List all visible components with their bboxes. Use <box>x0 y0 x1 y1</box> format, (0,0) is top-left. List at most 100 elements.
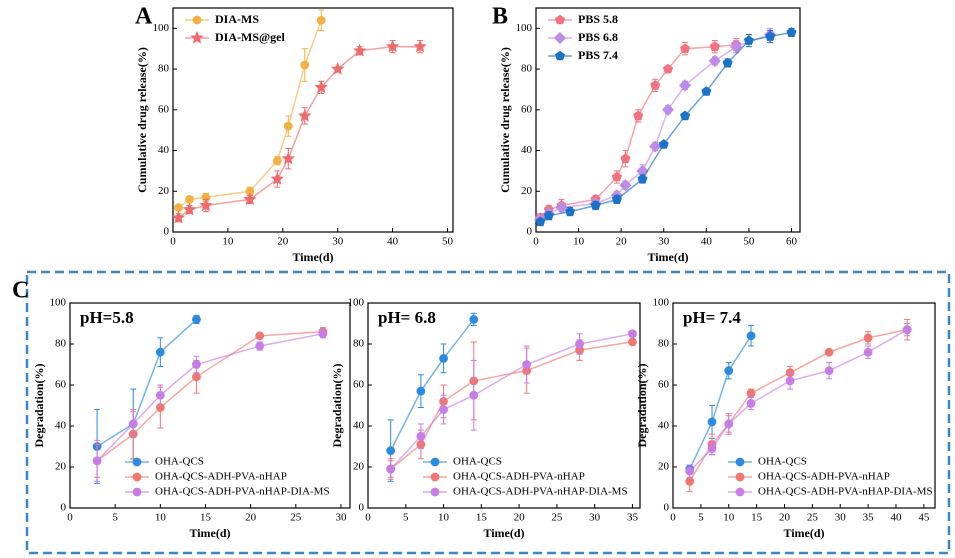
marker <box>298 108 312 122</box>
marker <box>283 121 293 131</box>
y-tick-label: 80 <box>658 338 670 350</box>
x-tick-label: 15 <box>200 512 212 524</box>
legend-label: OHA-QCS-ADH-PVA-nHAP-DIA-MS <box>758 486 933 498</box>
y-tick-label: 0 <box>527 226 533 238</box>
y-tick-label: 100 <box>50 297 67 309</box>
series-line <box>539 43 737 219</box>
legend-marker <box>132 472 142 482</box>
series-line <box>178 45 421 219</box>
y-tick-label: 40 <box>158 144 170 156</box>
marker <box>171 210 186 224</box>
marker <box>439 353 448 363</box>
x-tick-label: 60 <box>786 236 798 248</box>
marker <box>765 31 776 41</box>
marker <box>902 325 912 335</box>
x-tick-label: 35 <box>863 512 875 524</box>
marker <box>680 110 691 121</box>
marker <box>182 202 197 216</box>
marker <box>658 139 669 149</box>
x-tick-label: 0 <box>67 512 73 524</box>
marker <box>785 376 795 386</box>
marker <box>413 39 427 53</box>
y-tick-label: 100 <box>653 297 670 309</box>
x-tick-label: 10 <box>723 512 735 524</box>
y-tick-label: 20 <box>55 461 67 473</box>
marker <box>575 339 584 349</box>
legend-marker <box>735 472 745 482</box>
plot-frame <box>367 302 641 509</box>
x-axis-label: Time(d) <box>783 526 824 540</box>
x-tick-label: 0 <box>670 512 676 524</box>
marker <box>416 431 426 441</box>
marker <box>685 476 695 486</box>
marker <box>863 333 873 343</box>
y-tick-label: 40 <box>353 420 365 432</box>
y-tick-label: 20 <box>158 185 170 197</box>
legend-marker <box>190 30 204 44</box>
y-axis-label: Degradation(%) <box>635 364 649 448</box>
marker <box>535 216 546 227</box>
marker <box>92 456 102 466</box>
x-tick-label: 15 <box>476 512 488 524</box>
legend-marker <box>430 472 440 482</box>
marker <box>863 347 873 357</box>
marker <box>243 192 257 206</box>
marker <box>685 466 695 476</box>
marker <box>331 62 345 75</box>
y-tick-label: 40 <box>658 420 670 432</box>
y-tick-label: 60 <box>55 379 67 391</box>
marker <box>611 194 622 204</box>
x-tick-label: 10 <box>573 236 585 248</box>
y-tick-label: 0 <box>61 502 67 514</box>
marker <box>353 43 367 57</box>
marker <box>680 43 691 53</box>
marker <box>386 446 396 456</box>
marker <box>746 399 756 408</box>
x-tick-label: 10 <box>155 512 167 524</box>
marker <box>611 171 622 182</box>
series-line <box>689 328 908 482</box>
y-axis-label: Cumulative drug release(%) <box>135 47 149 193</box>
marker <box>724 366 734 376</box>
marker <box>637 173 648 184</box>
marker <box>300 60 310 70</box>
plot-frame <box>69 302 351 509</box>
marker <box>746 388 756 398</box>
series-line <box>96 330 323 462</box>
x-axis-label: Time(d) <box>647 250 688 264</box>
legend-marker <box>430 457 440 467</box>
legend-label: PBS 7.4 <box>578 48 618 62</box>
marker <box>707 444 717 453</box>
legend-marker <box>554 50 566 61</box>
y-tick-label: 40 <box>521 144 533 156</box>
y-tick-label: 0 <box>164 226 170 238</box>
series-line <box>96 318 198 448</box>
marker <box>746 331 756 341</box>
x-tick-label: 15 <box>751 512 763 524</box>
marker <box>543 210 554 221</box>
marker <box>730 40 743 53</box>
marker <box>469 390 479 400</box>
series-line <box>390 318 475 451</box>
legend-marker <box>735 457 745 467</box>
x-tick-label: 20 <box>779 512 791 524</box>
y-tick-label: 40 <box>55 420 67 432</box>
plot-frame <box>535 7 801 233</box>
marker <box>707 417 717 427</box>
y-tick-label: 60 <box>158 103 170 115</box>
y-tick-label: 0 <box>359 502 365 514</box>
x-tick-label: 30 <box>835 512 847 524</box>
plot-frame <box>172 7 454 233</box>
x-tick-label: 50 <box>743 236 755 248</box>
x-tick-label: 30 <box>589 512 601 524</box>
series-line <box>689 335 752 470</box>
legend-label: OHA-QCS-ADH-PVA-nHAP <box>758 471 890 483</box>
x-tick-label: 20 <box>514 512 526 524</box>
legend-marker <box>553 31 567 45</box>
marker <box>662 63 674 74</box>
marker <box>709 41 720 51</box>
marker <box>649 140 662 153</box>
x-tick-label: 30 <box>335 512 347 524</box>
marker <box>786 27 797 37</box>
